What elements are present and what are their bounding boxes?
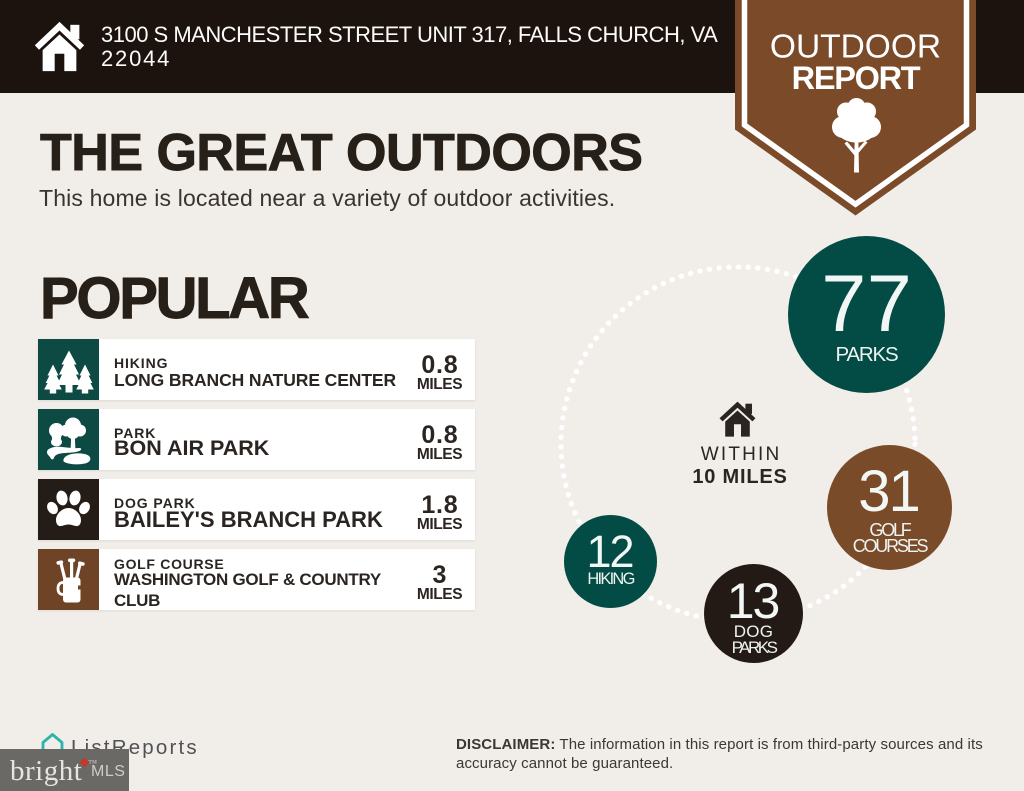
- svg-text:OUTDOOR: OUTDOOR: [770, 29, 941, 66]
- svg-text:REPORT: REPORT: [792, 60, 921, 96]
